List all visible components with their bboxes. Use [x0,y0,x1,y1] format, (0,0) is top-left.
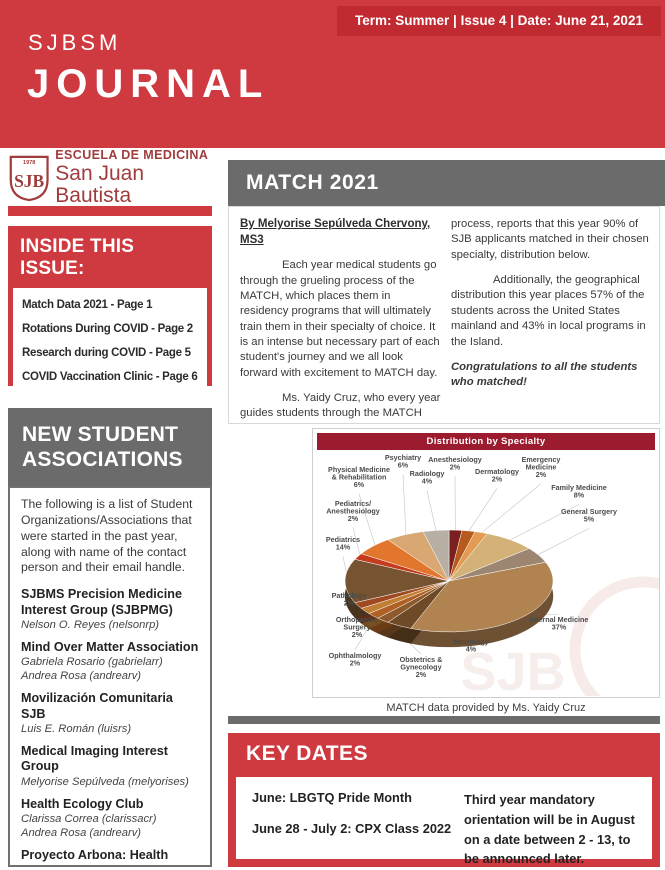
pie-slice-label: Ophthalmology 2% [329,651,382,667]
association-contact: Gabriela Rosario (gabrielarr) [21,656,163,669]
association-entry: SJBMS Precision Medicine Interest Group … [21,587,199,632]
article-paragraph: process, reports that this year 90% of S… [451,218,649,261]
key-date-entry: June: LBGTQ Pride Month [252,790,412,805]
association-name: Health Ecology Club [21,796,144,811]
pie-slice-label: Pediatrics/Anesthesiology 2% [326,499,380,523]
association-entry: Health Ecology Club Clarissa Correa (cla… [21,797,199,840]
school-name-line1: ESCUELA DE MEDICINA [55,148,209,163]
pie-slice-label: Radiology 4% [410,469,445,485]
association-contacts: Clarissa Correa (clarissacr) Andrea Rosa… [21,812,199,840]
toc-entry: Rotations During COVID - Page 2 [22,323,193,335]
inside-this-issue-list: Match Data 2021 - Page 1 Rotations Durin… [13,288,207,395]
association-contacts: Gabriela Rosario (gabrielarr) Andrea Ros… [21,655,199,683]
association-contacts: Nelson O. Reyes (nelsonrp) [21,618,199,632]
toc-entry: COVID Vaccination Clinic - Page 6 [22,371,198,383]
article-title: MATCH 2021 [228,160,665,206]
pie-slice-label: Obstetrics & Gynecology 2% [400,655,443,679]
article-column-1: By Melyorise Sepúlveda Chervony, MS3 Eac… [240,217,441,432]
school-logo: 1978 SJB ESCUELA DE MEDICINA San Juan Ba… [8,149,212,206]
key-dates-box: KEY DATES June: LBGTQ Pride Month June 2… [228,733,660,867]
association-name: Medical Imaging Interest Group [21,744,168,774]
inside-this-issue-box: INSIDE THIS ISSUE: Match Data 2021 - Pag… [8,226,212,395]
association-entry: Movilización Comunitaria SJB Luis E. Rom… [21,691,199,736]
association-name: SJBMS Precision Medicine Interest Group … [21,587,182,617]
article-paragraph: Ms. Yaidy Cruz, who every year guides st… [240,392,441,420]
pie-slice-label: Psychiatry 6% [385,453,421,469]
masthead-title: JOURNAL [27,62,270,106]
match-article: By Melyorise Sepúlveda Chervony, MS3 Eac… [228,206,660,424]
school-name-line2: San Juan Bautista [55,161,145,207]
association-contacts: Luis E. Román (luisrs) [21,722,199,736]
key-dates-title: KEY DATES [246,742,368,765]
association-entry: Mind Over Matter Association Gabriela Ro… [21,640,199,683]
association-contact: Luis E. Román (luisrs) [21,723,132,736]
specialty-pie-svg: SJB Anesthesiology 2%Dermatology 2%Emergenc… [326,453,665,724]
associations-intro: The following is a list of Student Organ… [21,497,193,575]
key-dates-list: June: LBGTQ Pride Month June 28 - July 2… [252,790,452,846]
association-contact: Nelson O. Reyes (nelsonrp) [21,619,160,632]
association-entry: Medical Imaging Interest Group Melyorise… [21,744,199,789]
sjb-crest-icon: 1978 SJB [9,155,49,202]
association-contact: Andrea Rosa (andrearv) [21,827,142,840]
pie-slice-label: Anesthesiology 2% [428,455,482,471]
pie-slice-label: General Surgery 5% [561,507,617,523]
sjb-watermark: SJB [460,642,565,696]
crest-year: 1978 [23,160,35,166]
pie-slice-label: Pediatrics 14% [326,535,360,551]
pie-slice-label: Neurology 4% [453,637,489,653]
masthead: Term: Summer | Issue 4 | Date: June 21, … [0,0,665,148]
article-paragraph: Each year medical students go through th… [240,259,440,379]
association-contact: Melyorise Sepúlveda (melyorises) [21,775,189,788]
logo-underline-bar [8,206,212,216]
crest-monogram: SJB [14,171,44,191]
article-paragraph: Additionally, the geographical distribut… [451,274,646,348]
pie-slice-label: Internal Medicine 37% [530,615,589,631]
pie-slice-label: Physical Medicine & Rehabilitation 6% [328,465,390,489]
association-name: Mind Over Matter Association [21,640,199,655]
association-contact: Clarissa Correa (clarissacr) [21,813,157,826]
pie-slice-label: Family Medicine 8% [551,483,607,499]
chart-title: Distribution by Specialty [317,433,655,450]
associations-title: NEW STUDENT ASSOCIATIONS [8,408,212,486]
association-entry: Proyecto Arbona: Health Policy Interest … [21,848,199,865]
pie-slice-label: Pathology 2% [332,591,367,607]
toc-entry: Research during COVID - Page 5 [22,347,191,359]
toc-entry: Match Data 2021 - Page 1 [22,299,153,311]
association-contacts: Melyorise Sepúlveda (melyorises) [21,775,199,789]
key-dates-note: Third year mandatory orientation will be… [464,792,635,867]
associations-body: The following is a list of Student Organ… [8,486,212,867]
pie-slice-label: Emergency Medicine 2% [522,455,561,479]
specialty-chart: Distribution by Specialty SJB Anesthesiol… [312,428,665,724]
article-byline: By Melyorise Sepúlveda Chervony, MS3 [240,218,431,246]
association-name: Movilización Comunitaria SJB [21,691,173,721]
association-name: Proyecto Arbona: Health Policy Interest … [21,848,169,865]
pie-slice-label: Orthopaedic Surgery 2% [336,615,378,639]
article-congratulations: Congratulations to all the students who … [451,360,638,389]
key-dates-content: June: LBGTQ Pride Month June 28 - July 2… [236,777,652,867]
masthead-subtitle: SJBSM [28,30,122,55]
chart-caption: MATCH data provided by Ms. Yaidy Cruz [386,702,586,714]
key-date-entry: June 28 - July 2: CPX Class 2022 [252,821,452,836]
school-name: ESCUELA DE MEDICINA San Juan Bautista [55,149,212,206]
issue-info-badge: Term: Summer | Issue 4 | Date: June 21, … [337,6,661,36]
article-column-2: process, reports that this year 90% of S… [451,217,652,401]
inside-this-issue-title: INSIDE THIS ISSUE: [20,236,135,279]
section-divider-bar [228,716,660,724]
association-contact: Andrea Rosa (andrearv) [21,670,142,683]
pie-slice-label: Dermatology 2% [475,467,519,483]
associations-list: SJBMS Precision Medicine Interest Group … [21,587,199,865]
